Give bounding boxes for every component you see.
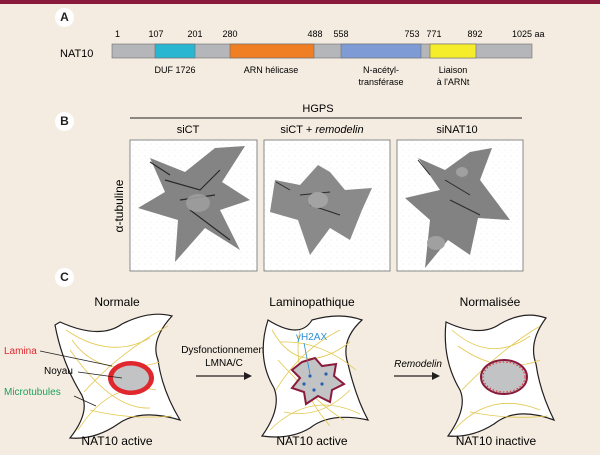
microtubules-label: Microtubules [4,387,61,398]
lamina-label: Lamina [4,346,37,357]
noyau-label: Noyau [44,366,73,377]
panel-c-letter: C [55,268,74,287]
panel-a-letter: A [55,8,74,27]
domain-duf-box [154,43,196,59]
pos-753: 753 [404,29,419,39]
arrow1-head [244,372,252,380]
column-label-remodelin: siCT + remodelin [280,124,363,136]
microtubule-lines-2 [269,329,361,431]
pos-280: 280 [222,29,237,39]
domain-trna-label-1: Liaison [439,65,468,75]
pos-1025: 1025 aa [512,29,545,39]
column-label-sinat10: siNAT10 [436,124,477,136]
panel-a-domain-map: NAT10 1 107 201 280 488 558 753 771 892 … [60,29,545,87]
hgps-label: HGPS [302,103,333,115]
panel-b-letter: B [55,112,74,131]
arrow2-head [432,372,440,380]
protein-label: NAT10 [60,48,93,60]
arrow1-label-line2: LMNA/C [205,358,243,369]
alpha-tubulin-label: α-tubuline [112,179,126,232]
column-label-sict: siCT [177,124,200,136]
domain-trna-label-2: à l'ARNt [437,77,470,87]
cell-normal [54,313,182,439]
gammah2ax-pointer [303,342,311,375]
domain-helicase-label: ARN hélicase [244,65,299,75]
domain-acetyl-box [340,43,422,59]
domain-acetyl-label-1: N-acétyl- [363,65,399,75]
protein-bar [111,43,533,59]
nucleus-normalized [480,359,528,395]
cell-title-laminopathic: Laminopathique [269,295,355,309]
pos-488: 488 [307,29,322,39]
cell-title-normalized: Normalisée [460,295,521,309]
micrograph-remodelin [263,139,391,272]
lamina-ring-normalized [482,361,526,393]
pos-558: 558 [333,29,348,39]
cell-title-normal: Normale [94,295,140,309]
domain-acetyl-label-2: transférase [358,77,403,87]
panel-c-schema: Normale Laminopathique Normalisée Lamina… [4,295,556,448]
cell-normalized [444,314,556,437]
noyau-pointer [77,371,123,379]
gammah2ax-foci [302,372,328,392]
arrow1-label-line1: Dysfonctionnement [181,345,267,356]
cell-status-laminopathic: NAT10 active [276,434,347,448]
micrograph-sinat10 [396,139,524,272]
domain-helicase-box [229,43,315,59]
pos-1: 1 [115,29,120,39]
domain-trna-box [429,43,477,59]
pos-771: 771 [426,29,441,39]
pos-892: 892 [467,29,482,39]
arrow2-label: Remodelin [394,359,442,370]
pos-107: 107 [148,29,163,39]
micrograph-sict [129,139,258,272]
deformed-nucleus [290,356,346,406]
cell-laminopathic [260,315,370,438]
pos-201: 201 [187,29,202,39]
lamina-pointer [39,350,113,367]
microtubules-pointer [73,395,97,407]
top-accent-bar [0,0,600,4]
domain-duf-label: DUF 1726 [154,65,195,75]
cell-status-normal: NAT10 active [81,434,152,448]
cell-status-normalized: NAT10 inactive [456,434,537,448]
gammah2ax-label: γH2AX [296,332,327,343]
panel-b-micrographs: HGPS siCT siCT + remodelin siNAT10 α-tub… [112,103,524,272]
nucleus-normal [113,365,149,391]
